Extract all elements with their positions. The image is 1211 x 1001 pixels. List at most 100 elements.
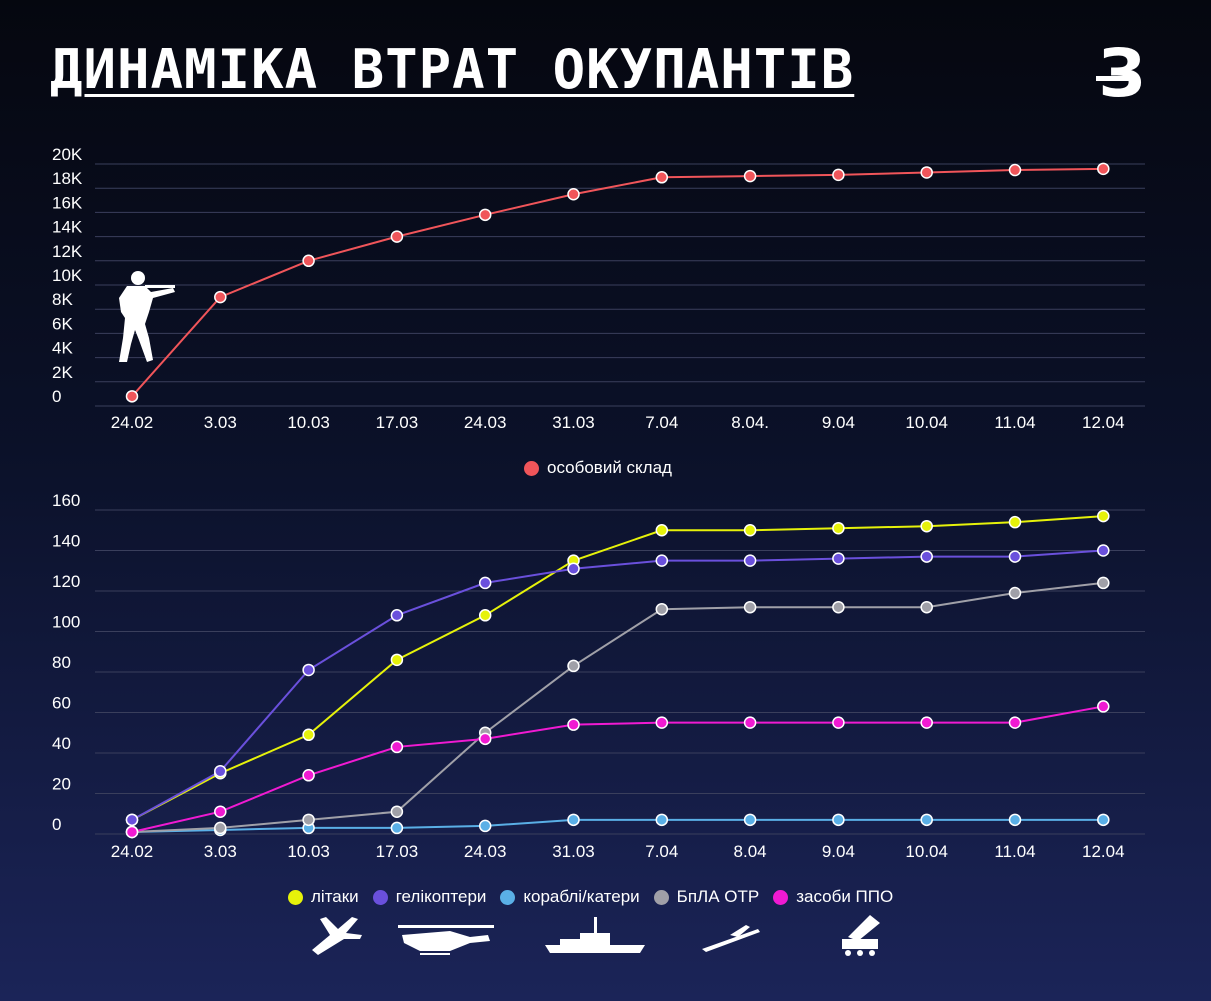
legend-item: кораблі/катери (500, 887, 640, 907)
data-point (1008, 586, 1022, 600)
legend-equipment: літаки гелікоптери кораблі/катери БпЛА ОТР з… (288, 887, 893, 907)
data-point (655, 171, 669, 184)
x-tick-label: 11.04 (994, 413, 1035, 432)
data-point (302, 769, 315, 782)
air-defense-icon (842, 915, 880, 956)
data-point (655, 813, 669, 827)
data-point (214, 821, 227, 835)
legend-item: БпЛА ОТР (653, 887, 760, 907)
x-tick-label: 10.04 (905, 842, 948, 861)
y-tick-label: 6K (52, 314, 73, 333)
data-point (478, 732, 492, 746)
soldier-icon (119, 271, 175, 362)
data-point (478, 609, 492, 622)
legend-marker (288, 889, 303, 905)
data-point (567, 562, 580, 575)
series-line (131, 549, 1104, 821)
legend-marker (372, 889, 388, 905)
legend-item: літаки (288, 887, 359, 907)
x-tick-label: 8.04 (734, 842, 767, 861)
y-tick-label: 140 (52, 532, 80, 551)
legend-item: гелікоптери (372, 887, 487, 907)
data-point (567, 188, 580, 201)
data-point (1097, 544, 1110, 557)
data-point (743, 600, 757, 614)
x-tick-label: 3.03 (204, 413, 237, 432)
data-point (125, 825, 139, 839)
data-point (214, 805, 227, 818)
series-line (131, 167, 1104, 397)
legend-label: кораблі/катери (523, 887, 640, 906)
data-point (302, 728, 315, 742)
y-tick-label: 80 (52, 653, 71, 672)
x-tick-label: 24.03 (464, 413, 507, 432)
x-tick-label: 17.03 (376, 842, 419, 861)
x-tick-label: 10.04 (905, 413, 948, 432)
data-point (302, 813, 315, 827)
data-point (1097, 576, 1110, 590)
data-point (743, 169, 757, 183)
data-point (567, 813, 580, 827)
data-point (478, 819, 492, 833)
data-point (743, 813, 757, 827)
data-point (1008, 515, 1022, 529)
data-point (390, 653, 404, 667)
series-line (131, 581, 1104, 833)
x-tick-label: 9.04 (822, 413, 855, 432)
x-tick-label: 31.03 (552, 413, 595, 432)
legend-marker (773, 889, 789, 905)
y-tick-label: 10K (52, 266, 83, 285)
x-tick-label: 10.03 (287, 413, 330, 432)
data-point (920, 600, 933, 614)
data-point (655, 602, 669, 616)
legend-label: гелікоптери (395, 887, 487, 906)
data-point (655, 524, 669, 537)
x-tick-label: 7.04 (645, 413, 678, 432)
data-point (832, 813, 845, 827)
x-tick-label: 10.03 (287, 842, 330, 861)
data-point (302, 663, 315, 677)
y-tick-label: 2K (52, 363, 73, 382)
data-point (743, 716, 757, 729)
data-point (743, 524, 757, 537)
x-tick-label: 24.02 (111, 413, 154, 432)
y-tick-label: 120 (52, 572, 80, 591)
legend-label: особовий склад (547, 458, 672, 477)
y-tick-label: 40 (52, 734, 71, 753)
legend-item: засоби ППО (773, 887, 893, 907)
data-point (1008, 550, 1022, 563)
data-point (1008, 163, 1022, 177)
data-point (478, 576, 492, 590)
data-point (390, 230, 404, 243)
data-point (655, 554, 669, 567)
series-line (131, 818, 1104, 833)
data-point (125, 390, 139, 403)
y-tick-label: 0 (52, 387, 61, 406)
data-point (743, 554, 757, 567)
y-tick-label: 14K (52, 218, 83, 237)
data-point (390, 821, 404, 835)
x-tick-label: 17.03 (376, 413, 419, 432)
data-point (567, 659, 580, 673)
data-point (920, 166, 933, 179)
chart-equipment: 0 20 40 60 80 100 120 140 160 24.02 3.03 10.03 17.03… (52, 509, 1145, 861)
legend-personnel: особовий склад (524, 458, 672, 478)
chart-personnel: 0 2K 4K 6K 8K 10K 12K 14K 16K 18K 20K 24.02 3.03 10.0… (52, 145, 1145, 432)
x-tick-label: 24.03 (464, 842, 507, 861)
data-point (1097, 162, 1110, 176)
data-point (567, 718, 580, 731)
x-tick-label: 8.04. (731, 413, 769, 432)
helicopter-icon (398, 925, 494, 955)
data-point (390, 805, 404, 818)
data-point (920, 550, 933, 563)
data-point (655, 716, 669, 729)
data-point (390, 609, 404, 622)
y-tick-label: 18K (52, 169, 83, 188)
legend-label: літаки (311, 887, 359, 906)
data-point (214, 290, 227, 304)
drone-icon (702, 925, 760, 952)
data-point (920, 519, 933, 533)
y-tick-label: 4K (52, 339, 73, 358)
y-tick-label: 20K (52, 145, 83, 164)
legend-label: БпЛА ОТР (676, 887, 760, 906)
